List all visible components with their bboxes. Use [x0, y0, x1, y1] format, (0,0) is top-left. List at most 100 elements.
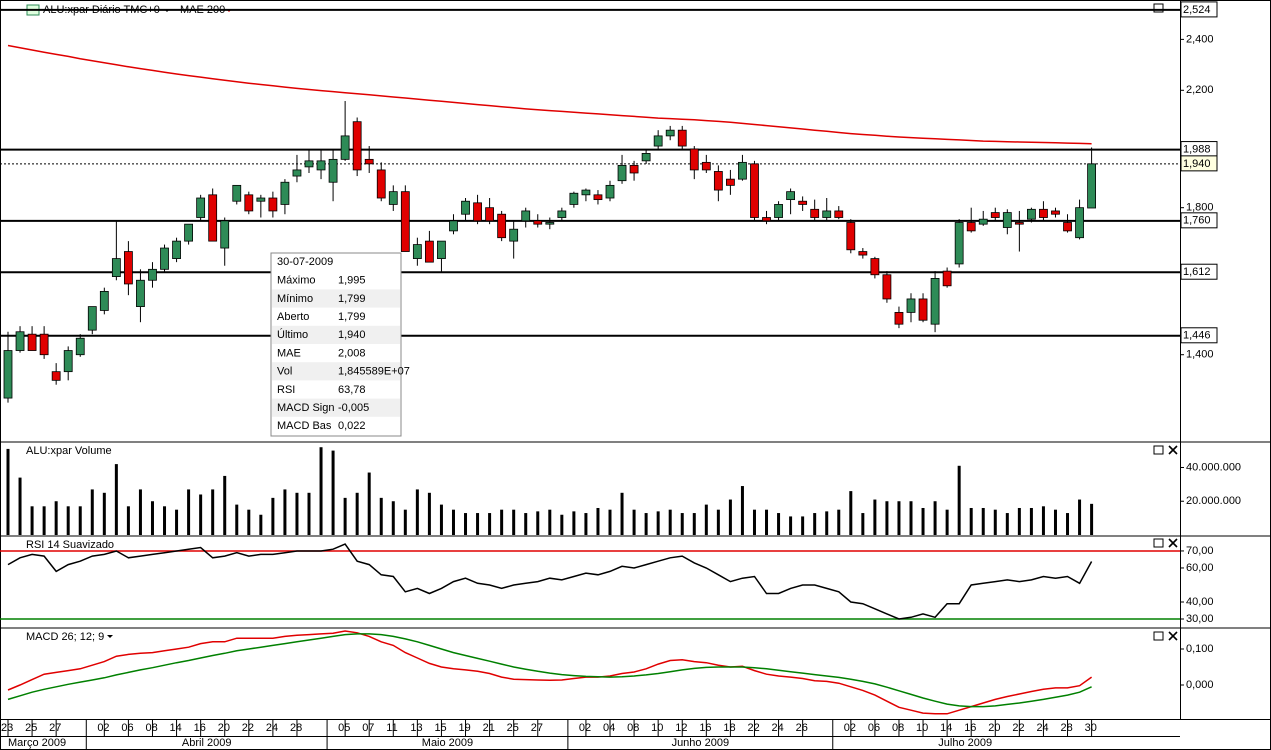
candle-body	[220, 220, 230, 249]
candle-body	[3, 350, 13, 399]
tooltip-row-shade	[272, 325, 400, 344]
volume-bar	[849, 491, 853, 535]
month-label: Maio 2009	[422, 737, 473, 749]
volume-bar	[644, 513, 648, 535]
level-label-box	[1180, 1, 1218, 18]
candle-body	[473, 202, 482, 222]
y-tick-label: 2,400	[1186, 33, 1214, 45]
candle-body	[521, 210, 531, 222]
volume-bar	[933, 501, 937, 535]
volume-bar	[451, 509, 455, 535]
date-axis: 23 25 27 02 06 08 14 16 20 22 24 28 05 07 11 13 15 19 21 25…	[1, 720, 1097, 750]
volume-bar	[1005, 513, 1009, 535]
volume-bar	[187, 489, 191, 535]
x-tick-label: 27	[49, 722, 61, 734]
month-label: Julho 2009	[938, 737, 992, 749]
x-tick-label: 08	[627, 722, 639, 734]
x-tick-label: 30	[1085, 722, 1097, 734]
volume-bar	[126, 506, 130, 535]
candle-body	[629, 164, 639, 174]
volume-bar	[752, 509, 756, 535]
volume-bar	[211, 489, 215, 535]
candle-body	[292, 169, 302, 177]
volume-bar	[981, 507, 985, 535]
x-tick-label: 13	[410, 722, 422, 734]
candle-body	[557, 210, 567, 218]
candle-body	[738, 161, 747, 180]
x-tick-label: 08	[145, 722, 157, 734]
level-label: 2,524	[1183, 4, 1211, 16]
x-tick-label: 20	[218, 722, 230, 734]
candle-body	[497, 213, 507, 239]
close-button[interactable]	[1168, 445, 1178, 455]
x-tick-label: 11	[386, 722, 397, 734]
candle-body	[376, 169, 386, 199]
volume-bar	[163, 506, 167, 535]
level-label-box	[1180, 263, 1218, 280]
candle-body	[87, 306, 97, 331]
candle-body	[882, 274, 892, 300]
volume-bar	[728, 499, 732, 535]
x-tick-label: 07	[362, 722, 374, 734]
tooltip-value: 2,008	[338, 347, 366, 359]
tooltip-label: Máximo	[277, 275, 316, 287]
volume-bar	[1017, 507, 1021, 535]
candle-body	[51, 371, 61, 381]
x-tick-label: 28	[1061, 722, 1073, 734]
candle-body	[449, 220, 458, 232]
moving-average-line	[7, 44, 1092, 145]
candle-body	[713, 171, 723, 191]
y-tick-label: 2,200	[1186, 84, 1214, 96]
candle-body	[569, 192, 579, 205]
level-label-box	[1180, 327, 1218, 344]
candle-body	[954, 222, 964, 265]
x-tick-label: 22	[747, 722, 759, 734]
volume-bar	[548, 509, 552, 535]
x-tick-label: 24	[772, 722, 784, 734]
candle-body	[762, 217, 771, 222]
month-label: Março 2009	[8, 737, 66, 749]
candle-body	[280, 181, 290, 205]
volume-bar	[704, 504, 708, 535]
candle-body	[232, 184, 242, 202]
volume-bar	[512, 509, 516, 535]
candle-body	[786, 191, 795, 201]
volume-bar	[415, 489, 419, 535]
candle-body	[665, 129, 675, 137]
volume-bar	[30, 506, 34, 535]
candle-body	[196, 197, 206, 218]
tooltip-value: 1,845589E+07	[338, 366, 410, 378]
level-label: 1,446	[1183, 330, 1211, 342]
candle-body	[424, 240, 434, 263]
tooltip: 30-07-2009 Máximo 1,995 Mínimo 1,799 Aberto 1,…	[270, 252, 410, 437]
volume-bar	[572, 511, 576, 535]
candle-body	[701, 161, 711, 171]
volume-bar	[993, 509, 997, 535]
close-button[interactable]	[1168, 538, 1178, 548]
volume-bar	[199, 494, 203, 535]
x-tick-label: 06	[121, 722, 133, 734]
candle-body	[1075, 207, 1084, 239]
volume-bar	[524, 513, 528, 535]
close-button[interactable]	[1168, 631, 1178, 641]
candle-body	[798, 200, 808, 205]
volume-bar	[861, 513, 865, 535]
maximize-button[interactable]	[1153, 538, 1164, 548]
candle-body	[15, 331, 25, 351]
x-tick-label: 21	[483, 722, 495, 734]
volume-bar	[945, 509, 949, 535]
maximize-button[interactable]	[1153, 631, 1164, 641]
indicator-line	[7, 630, 1093, 715]
volume-bar	[1078, 499, 1082, 535]
candle-body	[352, 121, 362, 171]
volume-bar	[235, 504, 239, 535]
x-tick-label: 05	[338, 722, 350, 734]
maximize-button[interactable]	[1153, 3, 1164, 13]
maximize-button[interactable]	[1153, 445, 1164, 455]
candle-body	[1039, 208, 1048, 218]
candle-body	[581, 189, 591, 196]
x-tick-label: 16	[699, 722, 711, 734]
x-tick-label: 10	[916, 722, 928, 734]
panel-title: ALU:xpar Volume	[26, 445, 112, 457]
